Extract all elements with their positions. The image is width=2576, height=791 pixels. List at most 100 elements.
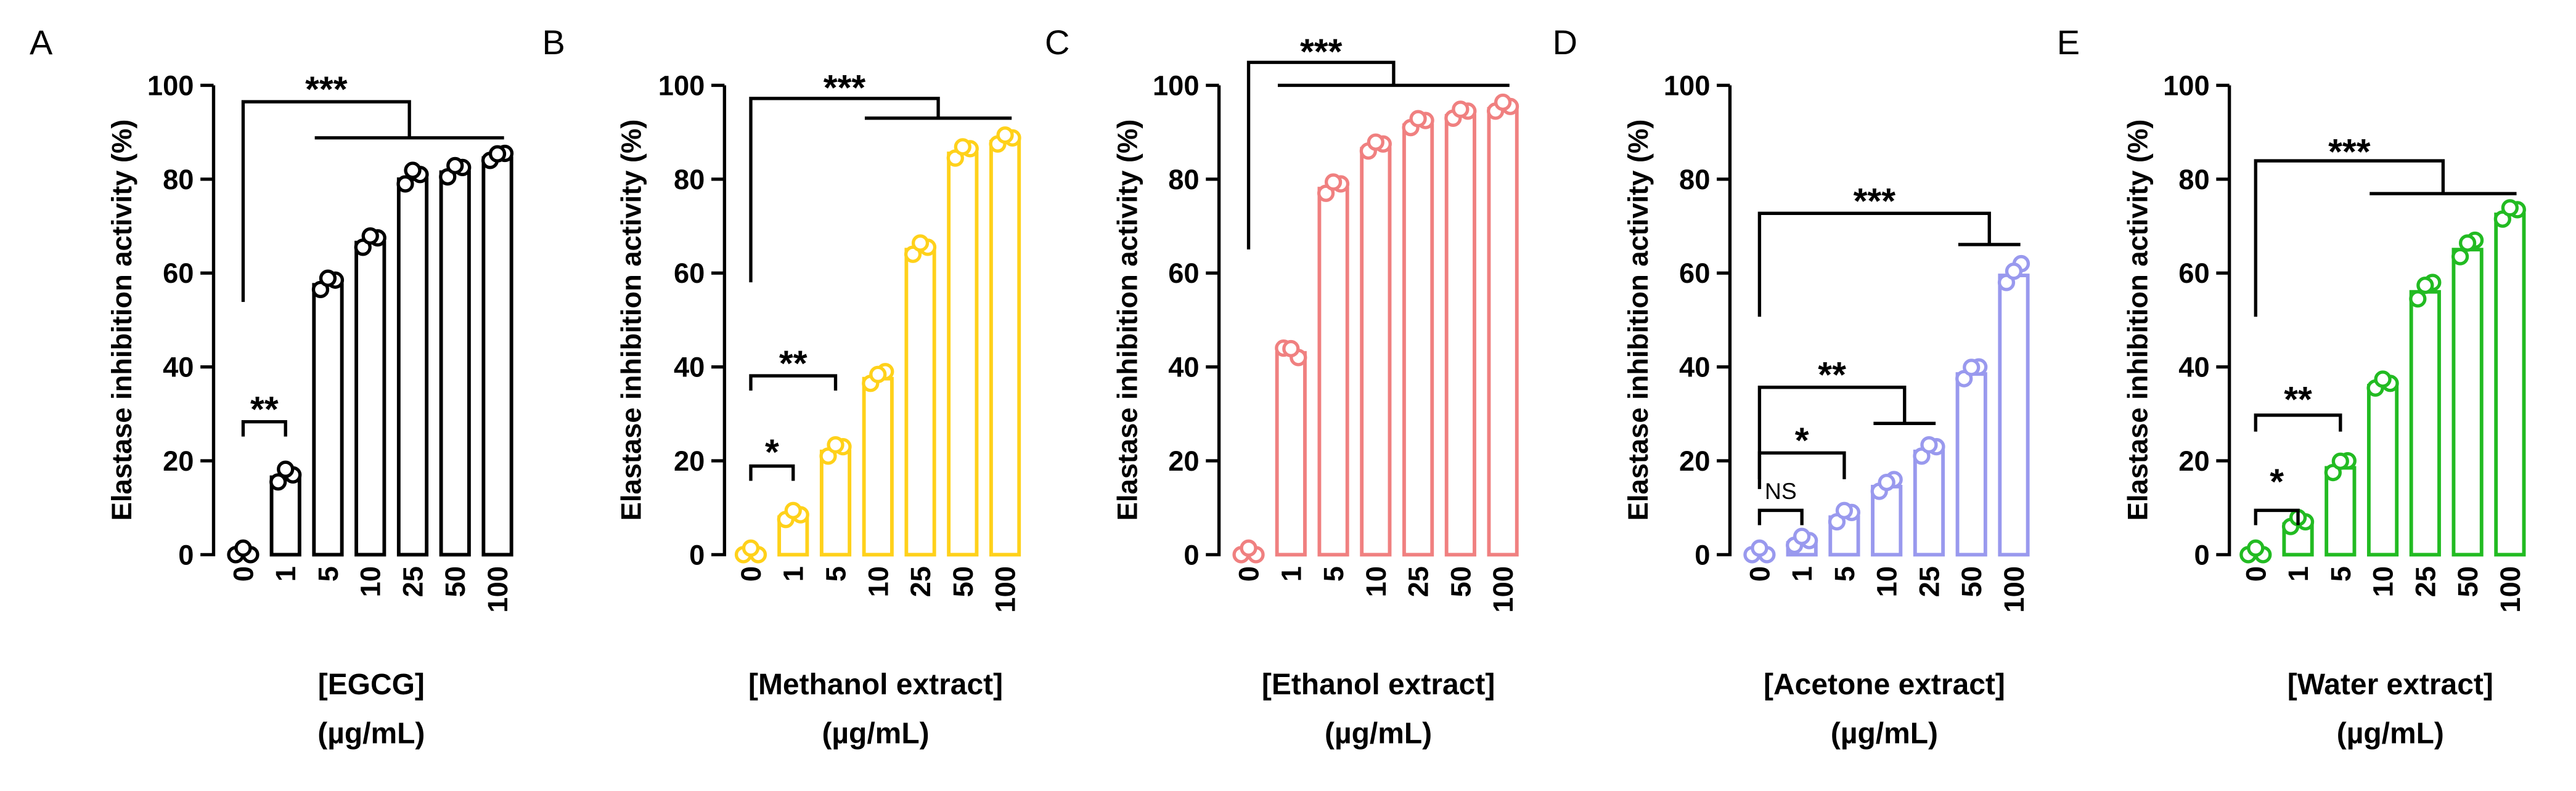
data-point	[404, 161, 422, 179]
bar	[904, 248, 936, 557]
bar	[1913, 449, 1945, 557]
data-point	[1793, 527, 1811, 545]
panel-letter: E	[2057, 23, 2080, 62]
x-tick-label: 10	[1360, 566, 1392, 597]
y-tick-label: 60	[1168, 258, 1199, 289]
x-tick-label: 1	[2283, 566, 2314, 582]
data-point	[446, 156, 464, 174]
x-tick-label: 0	[1744, 566, 1775, 582]
data-point	[1409, 110, 1427, 128]
data-point	[827, 436, 844, 454]
y-tick-label: 100	[658, 70, 705, 102]
x-tick-label: 5	[2325, 566, 2357, 582]
x-tick-label: 5	[1318, 566, 1349, 582]
data-point	[1963, 359, 1981, 376]
y-tick-label: 60	[2178, 258, 2209, 289]
significance-label: *	[1795, 421, 1809, 461]
bar	[439, 170, 471, 557]
significance-bracket	[1757, 508, 1804, 525]
significance-bracket	[749, 464, 795, 481]
data-point	[2458, 234, 2477, 252]
x-tick-label: 1	[1786, 566, 1818, 582]
data-point	[488, 145, 507, 163]
x-tick-label: 0	[735, 566, 767, 582]
bar	[1360, 147, 1392, 557]
y-tick-label: 20	[163, 445, 194, 477]
data-point	[2409, 290, 2427, 308]
x-tick-label: 50	[1956, 566, 1987, 597]
data-point	[269, 473, 287, 491]
significance-label: ***	[1854, 181, 1896, 221]
y-tick-label: 20	[2178, 445, 2209, 477]
x-axis-unit: (µg/mL)	[1831, 718, 1938, 750]
panel-letter: B	[542, 23, 565, 62]
data-point	[1878, 473, 1895, 492]
y-tick-label: 80	[1679, 164, 1710, 195]
y-axis-label: Elastase inhibition activity (%)	[615, 120, 647, 521]
significance-label: ***	[305, 70, 348, 110]
data-point	[742, 539, 760, 557]
y-tick-label: 100	[147, 70, 194, 102]
x-tick-label: 50	[1445, 566, 1476, 597]
x-tick-label: 0	[1233, 566, 1265, 582]
x-tick-label: 1	[1275, 566, 1307, 582]
significance-label: *	[2270, 462, 2284, 502]
significance-label: ***	[2328, 132, 2371, 172]
bar	[481, 156, 513, 557]
y-tick-label: 0	[1695, 539, 1710, 570]
data-point	[319, 269, 337, 287]
significance-bracket	[749, 97, 940, 283]
bar	[862, 376, 894, 557]
bar	[2494, 213, 2526, 557]
x-tick-label: 0	[2240, 566, 2271, 582]
x-tick-label: 25	[905, 566, 936, 597]
y-tick-label: 40	[1168, 352, 1199, 383]
significance-label: ***	[1300, 32, 1343, 72]
y-tick-label: 20	[1168, 445, 1199, 477]
y-tick-label: 0	[1184, 539, 1199, 570]
y-axis-label: Elastase inhibition activity (%)	[106, 120, 137, 521]
significance-label: **	[2284, 380, 2312, 420]
x-tick-label: 10	[862, 566, 894, 597]
panel-letter: D	[1553, 23, 1577, 62]
bar	[1955, 372, 1987, 557]
x-axis-unit: (µg/mL)	[2337, 718, 2444, 750]
x-axis-label: [Ethanol extract]	[1262, 668, 1495, 701]
significance-bracket	[241, 100, 411, 302]
data-point	[1920, 436, 1938, 454]
x-tick-label: 25	[1913, 566, 1945, 597]
y-tick-label: 0	[689, 539, 705, 570]
significance-bracket	[2254, 508, 2300, 525]
y-tick-label: 40	[674, 352, 705, 383]
x-tick-label: 25	[2410, 566, 2441, 597]
bar	[1317, 187, 1349, 557]
data-point	[2451, 248, 2469, 266]
x-tick-label: 25	[397, 566, 428, 597]
x-tick-label: 50	[440, 566, 471, 597]
data-point	[996, 126, 1014, 144]
y-tick-label: 0	[2194, 539, 2209, 570]
bar	[354, 240, 386, 557]
data-point	[1494, 93, 1512, 112]
data-point	[1240, 539, 1257, 557]
panel-letter: C	[1045, 23, 1069, 62]
data-point	[396, 175, 414, 193]
y-tick-label: 40	[1679, 352, 1710, 383]
x-tick-label: 100	[1998, 566, 2030, 613]
y-tick-label: 40	[163, 352, 194, 383]
x-tick-label: 100	[482, 566, 513, 613]
x-tick-label: 1	[778, 566, 809, 582]
data-point	[2374, 370, 2392, 388]
significance-label: ***	[824, 68, 866, 108]
significance-bracket	[1757, 211, 1991, 317]
significance-label: **	[1818, 355, 1846, 396]
x-tick-label: 50	[947, 566, 979, 597]
bar	[1275, 351, 1307, 557]
y-tick-label: 100	[1664, 70, 1711, 102]
y-tick-label: 80	[2178, 164, 2209, 195]
x-tick-label: 0	[227, 566, 259, 582]
x-tick-label: 100	[2495, 566, 2526, 613]
